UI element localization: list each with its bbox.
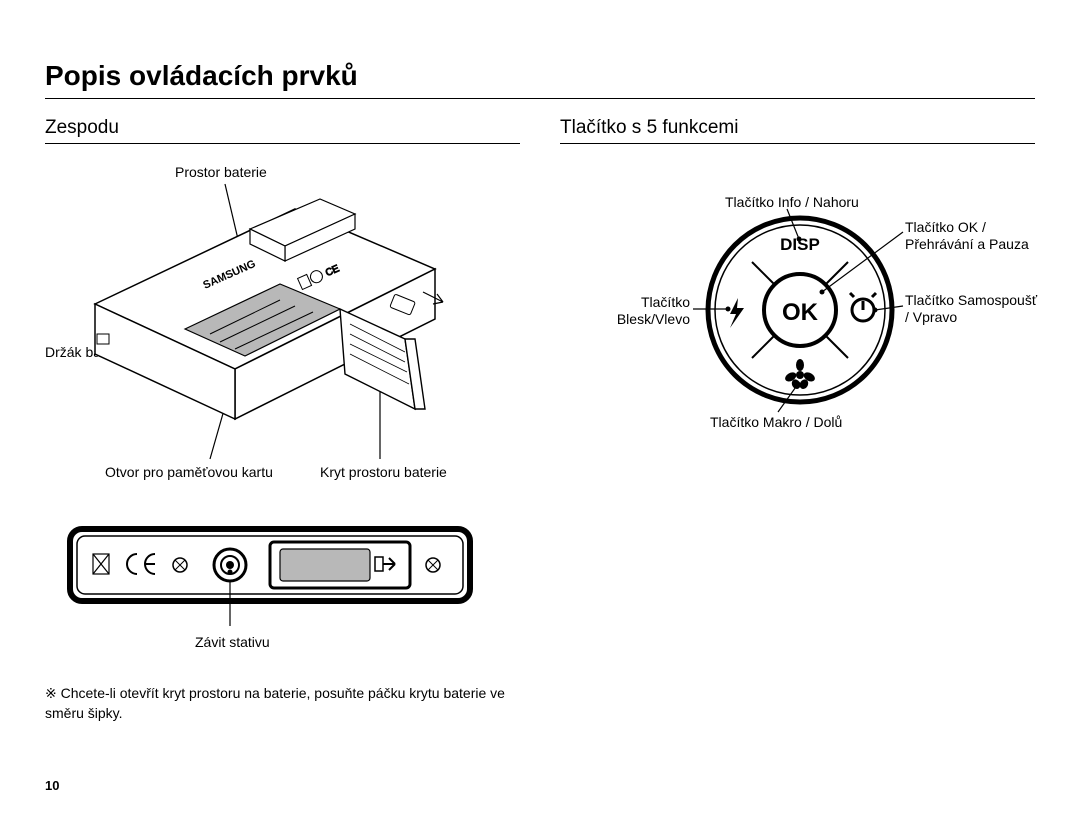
camera-bottom-strip-diagram: Závit stativu: [45, 514, 520, 664]
note-text: Chcete-li otevřít kryt prostoru na bater…: [45, 685, 505, 721]
camera-bottom-svg: [55, 514, 485, 634]
label-timer-line1: Tlačítko Samospoušť: [905, 292, 1037, 308]
note-prefix: ※: [45, 685, 61, 701]
left-column: Zespodu Prostor baterie Držák baterie Ot…: [45, 117, 520, 723]
left-subheading: Zespodu: [45, 117, 520, 144]
right-subheading: Tlačítko s 5 funkcemi: [560, 117, 1035, 144]
label-tripod-thread: Závit stativu: [195, 634, 270, 650]
disp-text: DISP: [780, 235, 820, 254]
two-column-layout: Zespodu Prostor baterie Držák baterie Ot…: [45, 117, 1035, 723]
label-info-up: Tlačítko Info / Nahoru: [725, 194, 859, 210]
five-way-pad-svg: OK DISP: [700, 210, 900, 410]
label-flash-line1: Tlačítko: [620, 294, 690, 310]
page-title: Popis ovládacích prvků: [45, 60, 1035, 99]
right-column: Tlačítko s 5 funkcemi Tlačítko Info / Na…: [560, 117, 1035, 723]
camera-bottom-open-diagram: Prostor baterie Držák baterie Otvor pro …: [45, 164, 520, 504]
page-number: 10: [45, 778, 59, 793]
label-flash-line2: Blesk/Vlevo: [608, 311, 690, 327]
label-macro-down: Tlačítko Makro / Dolů: [710, 414, 842, 430]
label-ok-line2: Přehrávání a Pauza: [905, 236, 1029, 252]
five-way-control-diagram: Tlačítko Info / Nahoru Tlačítko OK / Pře…: [560, 164, 1035, 484]
battery-cover-note: ※ Chcete-li otevřít kryt prostoru na bat…: [45, 684, 520, 723]
ok-text: OK: [782, 299, 819, 326]
camera-iso-svg: SAMSUNG CE: [45, 174, 515, 474]
label-timer-line2: / Vpravo: [905, 309, 957, 325]
label-ok-line1: Tlačítko OK /: [905, 219, 986, 235]
